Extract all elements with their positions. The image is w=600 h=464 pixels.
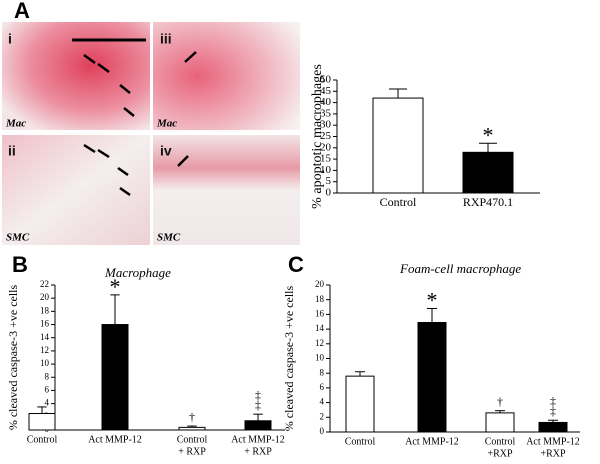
annotation: ‡ <box>255 398 261 412</box>
x-tick-label: + RXP <box>178 446 206 457</box>
bar <box>372 97 424 194</box>
annotation: † <box>189 410 195 424</box>
image-tag: SMC <box>157 232 181 244</box>
annotation: ‡ <box>550 404 556 418</box>
bar <box>101 324 129 431</box>
bar <box>462 151 514 194</box>
x-tick-label: Act MMP-12 <box>405 436 459 447</box>
y-tick-label: 16 <box>315 308 325 318</box>
annotation: * <box>427 288 438 313</box>
bar <box>538 421 568 433</box>
micrograph <box>2 22 150 130</box>
y-tick-label: 10 <box>40 358 50 368</box>
chart-title: Macrophage <box>104 265 171 280</box>
bar <box>345 375 375 433</box>
annotation: ‡ <box>550 394 556 408</box>
y-tick-label: 2 <box>320 411 325 421</box>
panel-label: C <box>288 252 304 277</box>
y-tick-label: 50 <box>320 74 332 86</box>
y-axis-label: % cleaved caspase-3 +ve cells <box>282 285 296 431</box>
x-tick-label: + RXP <box>244 446 272 457</box>
y-tick-label: 12 <box>315 338 324 348</box>
y-tick-label: 22 <box>40 279 49 289</box>
x-tick-label: +RXP <box>540 448 566 459</box>
bar <box>485 412 515 433</box>
y-tick-label: 16 <box>40 319 50 329</box>
y-tick-label: 0 <box>326 187 332 199</box>
y-tick-label: 20 <box>40 292 50 302</box>
image-tag: Mac <box>5 118 26 130</box>
y-tick-label: 20 <box>315 279 325 289</box>
annotation: † <box>497 394 503 408</box>
y-tick-label: 10 <box>320 164 332 176</box>
micrograph <box>2 135 150 245</box>
y-tick-label: 30 <box>320 119 332 131</box>
y-tick-label: 4 <box>45 398 50 408</box>
y-tick-label: 20 <box>320 141 332 153</box>
y-tick-label: 14 <box>40 332 50 342</box>
x-tick-label: Control <box>177 434 208 445</box>
y-axis-label: % cleaved caspase-3 +ve cells <box>6 284 20 430</box>
y-tick-label: 14 <box>315 323 325 333</box>
x-tick-label: +RXP <box>487 448 513 459</box>
micrograph <box>153 135 300 245</box>
annotation: ‡ <box>255 388 261 402</box>
y-tick-label: 10 <box>315 353 325 363</box>
panel-label: A <box>14 0 30 23</box>
x-tick-label: Control <box>27 434 58 445</box>
y-tick-label: 15 <box>320 153 332 165</box>
x-tick-label: Control <box>345 436 376 447</box>
y-tick-label: 12 <box>40 345 49 355</box>
y-tick-label: 6 <box>45 385 50 395</box>
annotation: * <box>110 274 121 299</box>
panel-label: B <box>12 252 28 277</box>
image-label: i <box>8 31 12 47</box>
image-label: ii <box>8 143 16 159</box>
image-label: iii <box>160 31 172 47</box>
x-tick-label: Control <box>380 195 417 209</box>
annotation: * <box>483 122 494 147</box>
micrograph <box>153 22 300 130</box>
y-tick-label: 4 <box>320 397 325 407</box>
x-tick-label: Act MMP-12 <box>231 434 285 445</box>
y-tick-label: 8 <box>45 371 50 381</box>
y-tick-label: 35 <box>320 107 332 119</box>
y-tick-label: 6 <box>320 382 325 392</box>
bar <box>28 413 56 431</box>
image-tag: Mac <box>156 118 177 130</box>
bar <box>178 426 206 431</box>
arrows <box>83 51 197 197</box>
bar <box>417 321 447 433</box>
y-tick-label: 8 <box>320 367 325 377</box>
x-tick-label: RXP470.1 <box>463 195 513 209</box>
image-label: iv <box>160 143 172 159</box>
y-tick-label: 18 <box>40 305 50 315</box>
y-tick-label: 40 <box>320 96 332 108</box>
bar <box>244 420 272 431</box>
chart-title: Foam-cell macrophage <box>399 261 521 276</box>
y-tick-label: 45 <box>320 85 332 97</box>
y-axis-label: % apoptotic macrophages <box>310 64 325 209</box>
x-tick-label: Act MMP-12 <box>526 436 580 447</box>
y-tick-label: 0 <box>320 426 325 436</box>
y-tick-label: 18 <box>315 294 325 304</box>
y-tick-label: 5 <box>326 175 332 187</box>
y-tick-label: 25 <box>320 130 332 142</box>
x-tick-label: Control <box>485 436 516 447</box>
image-tag: SMC <box>6 232 30 244</box>
x-tick-label: Act MMP-12 <box>88 434 142 445</box>
